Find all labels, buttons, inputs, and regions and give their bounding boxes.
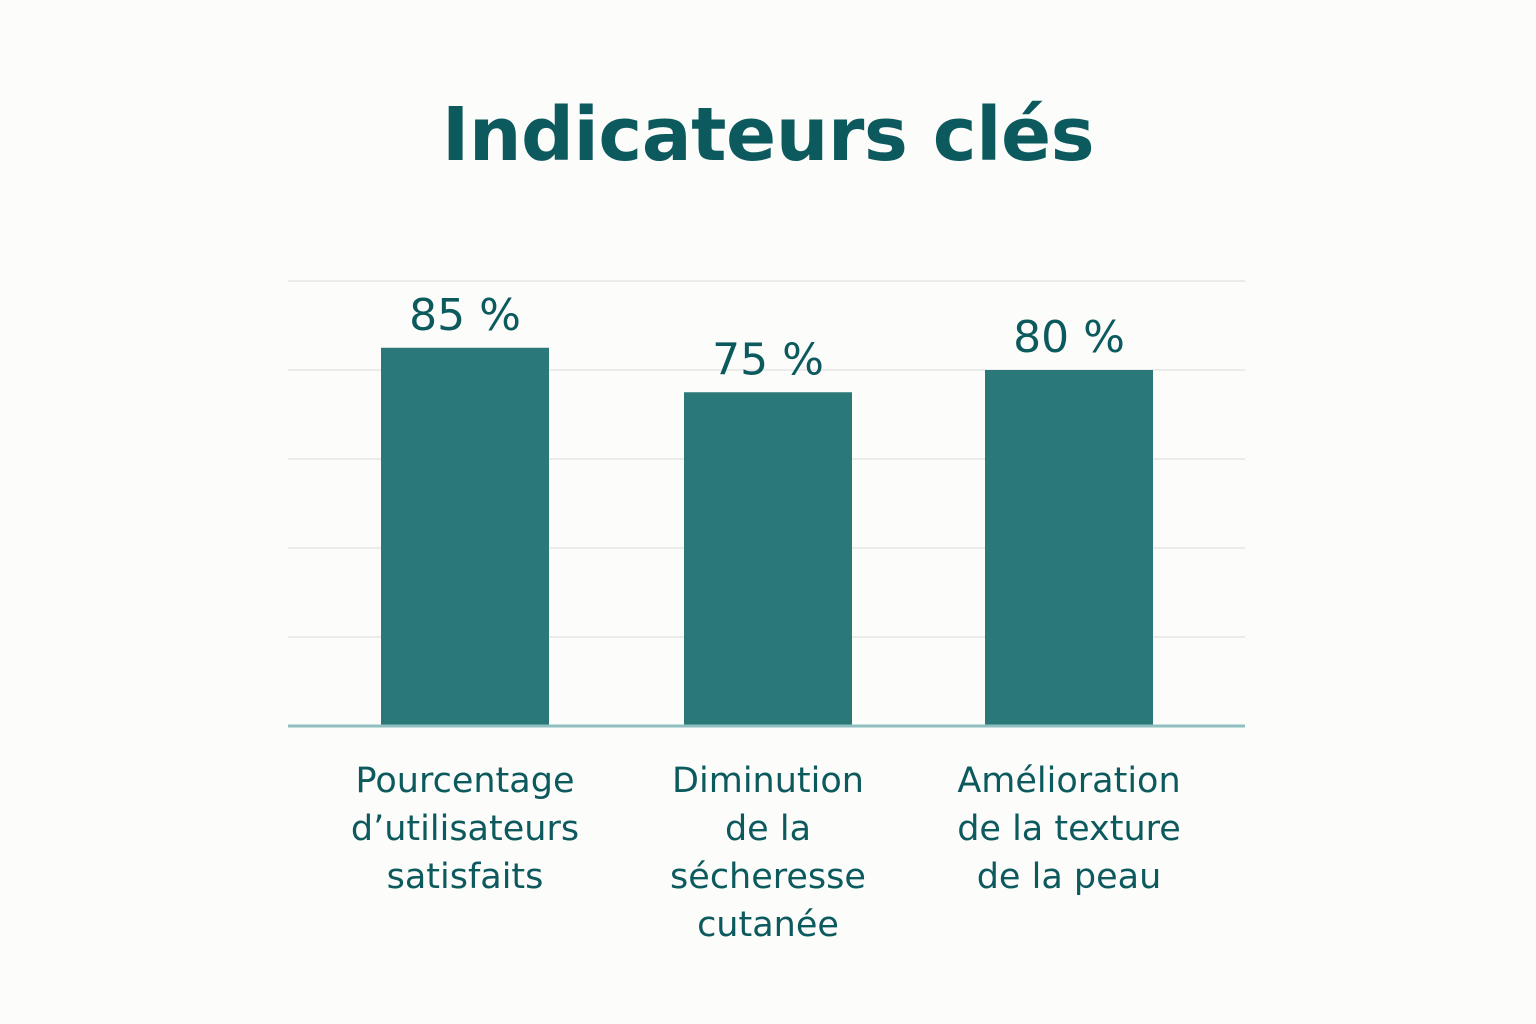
category-label: Pourcentage d’utilisateurs satisfaits: [351, 761, 579, 897]
data-label: 85 %: [409, 290, 521, 341]
bar: [985, 370, 1153, 726]
category-label-line: d’utilisateurs: [351, 809, 579, 849]
bar: [684, 392, 852, 726]
category-label-line: sécheresse: [670, 857, 866, 897]
data-label: 75 %: [712, 334, 824, 385]
category-label-line: Diminution: [672, 761, 864, 801]
chart-title: Indicateurs clés: [441, 92, 1095, 178]
category-label: Diminution de la sécheresse cutanée: [670, 761, 866, 945]
data-label: 80 %: [1013, 312, 1125, 363]
bar: [381, 347, 549, 726]
category-label-line: Amélioration: [957, 761, 1180, 801]
category-label: Amélioration de la texture de la peau: [957, 761, 1181, 897]
category-label-line: Pourcentage: [356, 761, 575, 801]
category-label-line: de la texture: [957, 809, 1181, 849]
category-label-line: satisfaits: [387, 857, 544, 897]
category-label-line: cutanée: [697, 905, 839, 945]
category-label-line: de la peau: [977, 857, 1162, 897]
category-label-line: de la: [725, 809, 811, 849]
